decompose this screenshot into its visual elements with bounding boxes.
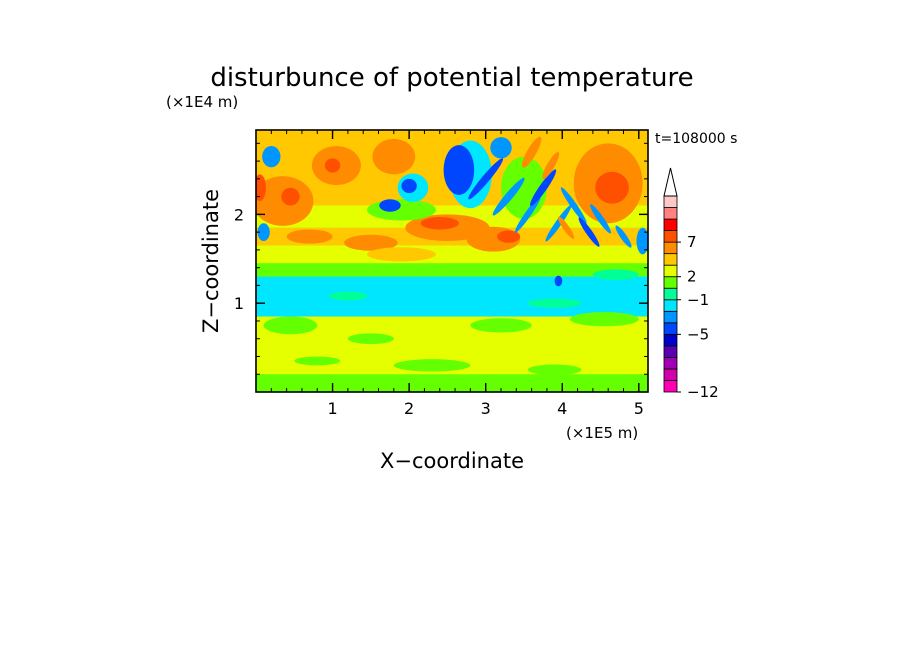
contour-blob-5 [372, 138, 416, 175]
contour-stripe-9 [521, 136, 542, 168]
chart-title: disturbunce of potential temperature [210, 63, 693, 93]
y-tick-label: 2 [234, 205, 244, 224]
x-tick-label: 4 [557, 399, 567, 418]
plot-frame [255, 129, 649, 393]
contour-stripe-6 [578, 217, 600, 247]
x-unit-label: (×1E5 m) [566, 424, 638, 442]
contour-blob-15 [367, 199, 436, 221]
contour-blob-26 [554, 275, 563, 287]
contour-blob-14 [367, 247, 436, 262]
contour-stripe-11 [558, 216, 575, 239]
colorbar-swatch-0 [663, 380, 678, 393]
colorbar-swatch-7 [663, 299, 678, 312]
contour-stripe-2 [514, 196, 541, 233]
colorbar-swatch-10 [663, 264, 678, 278]
contour-band-2 [256, 276, 648, 317]
contour-blob-25 [636, 227, 648, 255]
contour-stripe-1 [492, 177, 525, 216]
contour-stripe-10 [542, 151, 560, 180]
contour-blob-13 [286, 229, 333, 244]
time-label: t=108000 s [655, 131, 737, 147]
contour-blob-7 [595, 171, 629, 204]
contour-band-0 [256, 374, 648, 392]
colorbar-swatch-9 [663, 276, 678, 289]
colorbar-swatch-6 [663, 310, 678, 324]
contour-stripe-3 [529, 169, 557, 207]
contour-band-4 [256, 245, 648, 264]
contour-blob-23 [262, 145, 281, 168]
contour-blob-22 [490, 137, 512, 159]
axes: 1 2 3 4 5 1 2 [234, 130, 648, 418]
y-tick-label: 1 [234, 294, 244, 313]
contour-blob-11 [497, 230, 521, 243]
contour-blob-32 [527, 364, 582, 376]
colorbar-label: −5 [687, 325, 709, 343]
contour-blob-12 [344, 234, 398, 251]
x-tick-label: 5 [634, 399, 644, 418]
colorbar-swatch-14 [663, 218, 678, 231]
colorbar-swatch-5 [663, 322, 678, 335]
contour-blob-1 [281, 187, 300, 206]
colorbar-swatch-1 [663, 368, 678, 381]
colorbar-swatch-2 [663, 357, 678, 370]
x-tick-label: 2 [404, 399, 414, 418]
contour-blob-2 [256, 174, 266, 202]
contour-blob-9 [420, 217, 459, 230]
colorbar-swatch-4 [663, 333, 678, 347]
contour-blob-18 [443, 145, 475, 195]
contour-blob-31 [393, 359, 471, 372]
colorbar-extend-arrow [663, 167, 678, 197]
x-tick-label: 1 [327, 399, 337, 418]
x-tick-label: 3 [481, 399, 491, 418]
colorbar-swatch-11 [663, 253, 678, 266]
contour-blob-21 [379, 199, 401, 212]
contour-blob-4 [324, 158, 341, 173]
contour-blob-30 [569, 312, 639, 327]
contour-band-3 [256, 263, 648, 277]
contour-blob-36 [592, 269, 639, 281]
y-axis-label: Z−coordinate [199, 189, 223, 333]
y-unit-label: (×1E4 m) [166, 93, 238, 111]
contour-blob-20 [401, 178, 417, 194]
contour-stripe-0 [468, 158, 504, 200]
contour-blob-29 [470, 318, 532, 333]
colorbar-label: −12 [687, 383, 719, 401]
colorbar-label: −1 [687, 291, 709, 309]
colorbar-label: 7 [687, 233, 697, 251]
colorbar-swatch-13 [663, 230, 678, 243]
colorbar-swatch-16 [663, 195, 678, 208]
contour-blob-34 [328, 291, 368, 301]
contour-stripe-7 [590, 204, 612, 234]
colorbar-label: 2 [687, 268, 697, 286]
colorbar-swatch-3 [663, 345, 678, 358]
contour-field [256, 130, 648, 392]
x-axis-label: X−coordinate [380, 449, 524, 473]
contour-stripe-4 [545, 204, 572, 242]
colorbar: −12−5−127 [663, 167, 719, 401]
contour-stripe-5 [560, 187, 587, 224]
contour-stripe-8 [615, 225, 632, 248]
colorbar-swatch-8 [663, 287, 678, 301]
contour-blob-27 [263, 316, 318, 335]
contour-blob-24 [257, 223, 270, 242]
contour-blob-28 [347, 333, 394, 345]
contour-blob-35 [527, 298, 582, 308]
colorbar-swatch-12 [663, 241, 678, 255]
contour-blob-33 [294, 356, 341, 366]
colorbar-swatch-15 [663, 207, 678, 220]
